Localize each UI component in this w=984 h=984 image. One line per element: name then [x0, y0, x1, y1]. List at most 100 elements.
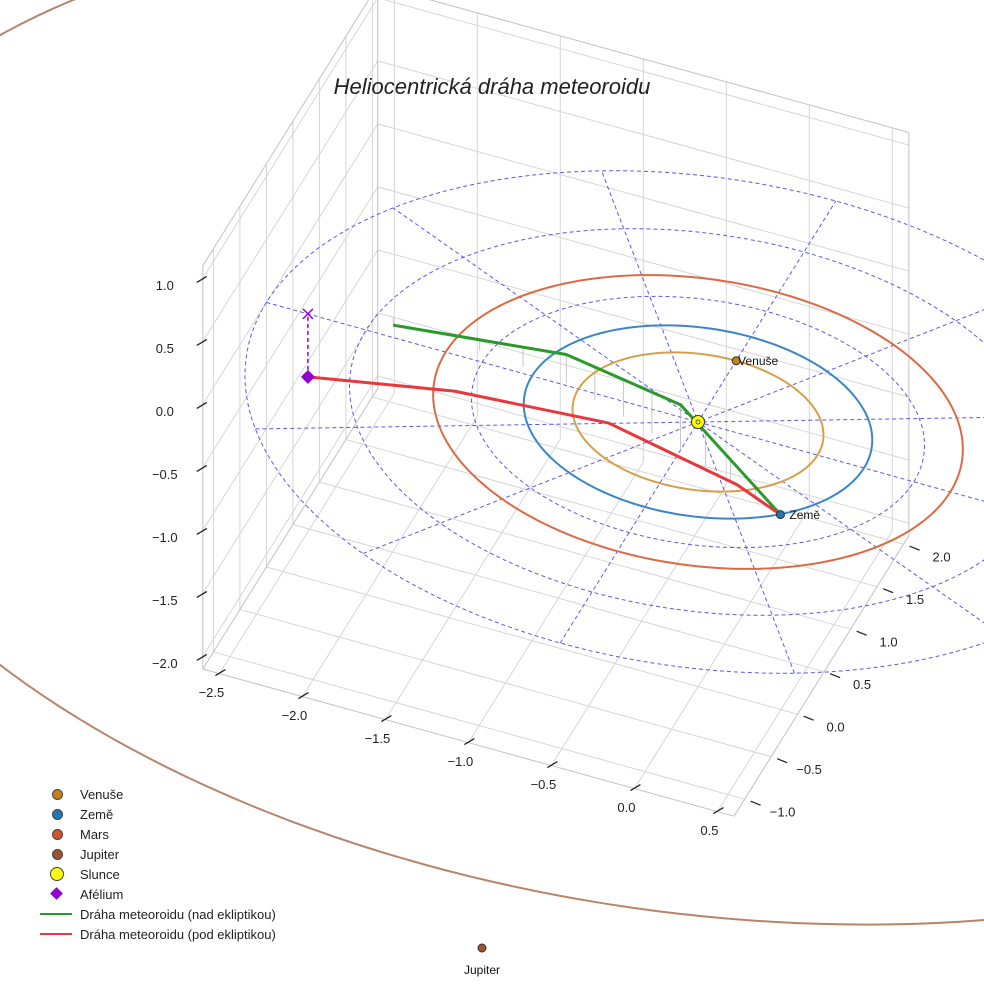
tick-labels: −2.5 −2.0 −1.5 −1.0 −0.5 0.0 0.5 −1.0 −0.5 0.0 0.5… [152, 278, 951, 838]
grid-floor-y [292, 524, 825, 673]
legend-label: Země [80, 806, 114, 822]
y-tick-label: 0.0 [827, 720, 845, 735]
legend-symbol [34, 904, 80, 924]
meteoroid-trajectory [307, 323, 782, 516]
trajectory-above-ecliptic [392, 323, 782, 516]
trajectory-below-ecliptic [307, 375, 782, 516]
pane-edge [202, 388, 379, 670]
z-tick-label: −1.0 [152, 530, 178, 545]
grid-back-z [377, 123, 910, 272]
aphelion-marker [300, 369, 315, 384]
x-tick-label: −2.5 [199, 685, 225, 700]
grid-floor-x [301, 415, 478, 697]
z-tick-label: −0.5 [152, 467, 178, 482]
legend-symbol [34, 844, 80, 864]
pane-edge [428, 0, 910, 133]
legend-swatch [40, 913, 72, 915]
planet-label: Jupiter [464, 963, 500, 977]
legend-label: Slunce [80, 866, 120, 882]
legend-item: Venuše [34, 784, 276, 804]
legend-symbol [34, 884, 80, 904]
legend-item: Země [34, 804, 276, 824]
z-tick [196, 653, 208, 661]
aphelion-projection-marker [302, 308, 314, 320]
planet-marker-Venuše [731, 356, 741, 366]
legend-symbol [34, 804, 80, 824]
grid-floor-y [319, 481, 851, 630]
grid-left-z [202, 249, 379, 531]
grid-back-z [377, 60, 910, 209]
pane-edge [733, 535, 910, 817]
x-tick [215, 669, 226, 677]
legend-item: Dráha meteoroidu (pod ekliptikou) [34, 924, 276, 944]
tick-marks [196, 275, 920, 815]
z-tick [196, 338, 208, 346]
x-tick-label: −1.0 [448, 754, 474, 769]
y-tick [750, 800, 761, 806]
y-tick [803, 715, 814, 721]
legend-label: Dráha meteoroidu (pod ekliptikou) [80, 926, 276, 942]
legend-item: Slunce [34, 864, 276, 884]
orbit-Mars [432, 274, 964, 570]
legend-label: Venuše [80, 786, 124, 802]
grid-floor-x [550, 484, 727, 766]
planet-marker-Země [775, 510, 785, 520]
y-tick [882, 588, 894, 594]
legend-symbol [34, 864, 80, 884]
y-tick-label: 0.5 [853, 677, 871, 692]
sun-marker [691, 415, 705, 429]
y-tick [909, 545, 920, 551]
planet-marker-Jupiter [477, 943, 487, 953]
body-markers: Venuše Země Jupiter [300, 308, 820, 977]
y-tick-label: 1.5 [906, 592, 924, 607]
y-tick-label: −0.5 [796, 762, 822, 777]
grid-floor-y [345, 439, 878, 588]
z-tick-label: 1.0 [156, 278, 174, 293]
x-tick-label: −1.5 [365, 731, 391, 746]
legend-swatch [52, 809, 63, 820]
grid-back-z [377, 249, 910, 398]
grid-lines [202, 0, 910, 817]
z-tick [196, 464, 208, 472]
grid-floor-x [467, 461, 644, 743]
z-tick [196, 590, 208, 598]
orbit-Venuše [571, 351, 825, 493]
grid-floor-y [213, 651, 745, 800]
z-tick-label: 0.0 [156, 404, 174, 419]
pane-edge [202, 0, 370, 267]
y-tick [829, 673, 841, 679]
z-tick-label: −1.5 [152, 593, 178, 608]
grid-back-z [383, 0, 910, 146]
legend-label: Dráha meteoroidu (nad ekliptikou) [80, 906, 276, 922]
grid-left-z [202, 375, 379, 657]
y-tick-label: 1.0 [880, 635, 898, 650]
legend-label: Jupiter [80, 846, 120, 862]
grid-back-z [377, 186, 910, 335]
orbit-Jupiter [0, 0, 984, 926]
planet-label: Země [789, 508, 820, 522]
x-tick-label: 0.0 [617, 800, 635, 815]
x-tick-label: 0.5 [700, 823, 718, 838]
y-tick [776, 758, 788, 764]
grid-back-z [377, 375, 910, 524]
z-tick [196, 527, 208, 535]
grid-floor-y [239, 609, 772, 758]
legend-item: Mars [34, 824, 276, 844]
z-tick [196, 275, 208, 283]
y-tick-label: −1.0 [770, 805, 796, 820]
grid-left-z [202, 186, 379, 468]
legend-swatch [40, 933, 72, 935]
legend-swatch [52, 829, 63, 840]
legend-label: Afélium [80, 886, 124, 902]
x-tick [298, 692, 309, 700]
x-tick [381, 715, 392, 723]
grid-left-z [202, 312, 379, 594]
x-tick-label: −2.0 [282, 708, 308, 723]
legend-swatch [52, 849, 63, 860]
z-tick [196, 401, 208, 409]
z-tick-label: −2.0 [152, 656, 178, 671]
grid-floor-y [372, 396, 904, 545]
legend-symbol [34, 924, 80, 944]
orbit-stems [392, 317, 756, 499]
